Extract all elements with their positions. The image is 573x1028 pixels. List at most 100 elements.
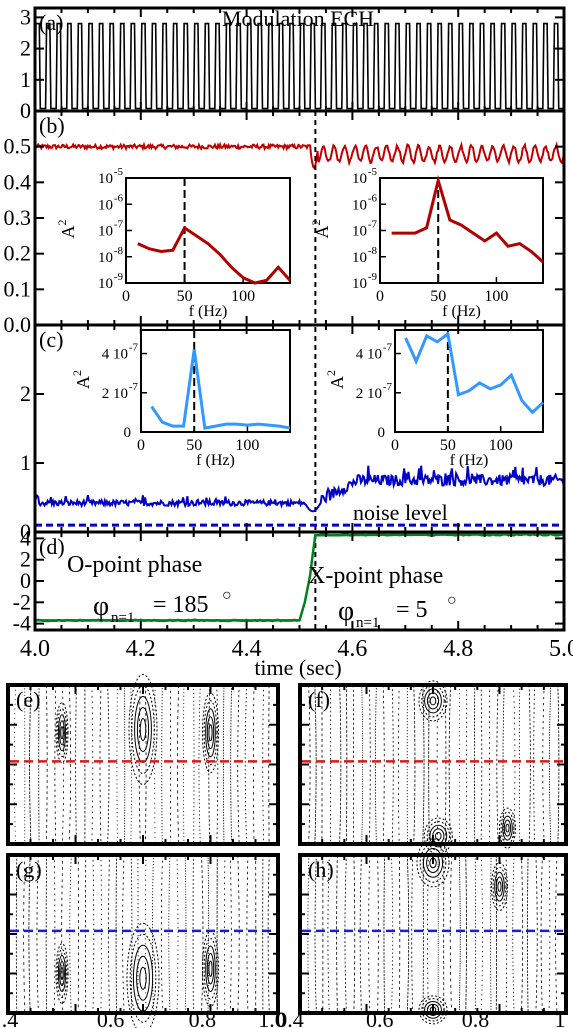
inset-y-label-text: A — [73, 376, 93, 389]
inset-y-tick-exp: -8 — [368, 245, 378, 257]
island-contour — [424, 1000, 442, 1019]
field-line — [46, 684, 48, 845]
inset-x-tick-label: 50 — [177, 288, 193, 305]
field-lines — [13, 684, 270, 845]
field-line — [481, 854, 483, 1014]
y-tick-label-b: 0.1 — [4, 276, 32, 301]
field-line — [152, 854, 154, 1014]
o-point-value: = 185 — [153, 592, 209, 618]
inset-y-label: A2 — [55, 220, 78, 239]
field-line — [246, 854, 249, 1014]
inset-y-tick-label: 10 — [98, 250, 113, 266]
field-line — [391, 684, 394, 845]
inset-y-tick-exp: -7 — [368, 219, 378, 231]
field-line — [237, 854, 240, 1014]
inset-y-label: A2 — [324, 370, 347, 389]
y-tick-label-b: 0.0 — [4, 312, 32, 337]
y-tick-label-c: 0 — [20, 519, 31, 544]
inset-y-tick-exp: -6 — [368, 192, 378, 204]
island-contour — [55, 943, 69, 1004]
island-contour — [491, 862, 508, 912]
field-line — [36, 854, 39, 1014]
field-lines — [307, 854, 558, 1014]
inset-series — [150, 349, 291, 430]
panel-label-g: (g) — [16, 857, 42, 882]
field-line — [361, 684, 364, 845]
island-contour — [206, 953, 215, 985]
island-contour — [503, 819, 512, 837]
inset-y-tick-label: 10 — [98, 276, 113, 292]
field-line — [198, 684, 201, 845]
field-line — [68, 684, 72, 845]
y-tick-label-c: 2 — [20, 381, 31, 406]
field-line — [542, 684, 545, 845]
field-line — [307, 854, 310, 1014]
field-line — [449, 854, 452, 1014]
field-line — [138, 684, 141, 845]
island-contour — [205, 945, 216, 993]
inset-frame — [140, 329, 291, 433]
y-tick-label-d: -2 — [13, 589, 31, 614]
field-line — [207, 854, 210, 1014]
field-line — [375, 684, 377, 845]
inset-y-tick-exp: -9 — [368, 271, 378, 283]
inset-series — [404, 331, 545, 415]
y-tick-label-d: 2 — [20, 547, 31, 572]
inset-x-label: f (Hz) — [196, 452, 235, 469]
field-line — [160, 854, 163, 1014]
bottom-right-tick-label: 0.8 — [462, 1007, 490, 1028]
field-line — [458, 854, 461, 1014]
inset-x-label: f (Hz) — [189, 303, 228, 320]
panel-d-plateau-high — [317, 532, 565, 537]
field-line — [549, 684, 552, 845]
field-line — [527, 854, 529, 1014]
field-line — [413, 684, 416, 845]
island-contour — [495, 876, 504, 897]
field-line — [230, 684, 232, 845]
island-contour — [208, 724, 213, 742]
island-contour — [128, 674, 158, 786]
panel-label-h: (h) — [308, 857, 334, 882]
island-contour — [60, 726, 64, 740]
panel-b-series — [34, 140, 565, 170]
islands — [416, 838, 508, 1025]
island-contour — [429, 824, 448, 848]
ech-square-wave — [34, 22, 564, 110]
field-line — [168, 854, 171, 1014]
island-contour — [423, 817, 453, 855]
inset-x-tick-label: 100 — [484, 288, 508, 305]
inset-y-tick-exp: -5 — [114, 166, 124, 178]
field-line — [75, 684, 77, 845]
inset-x-tick-label: 100 — [235, 437, 259, 454]
inset-x-tick-label: 0 — [391, 437, 399, 454]
inset-y-tick-exp: -5 — [368, 166, 378, 178]
bottom-left-tick-label: 0.8 — [189, 1007, 217, 1028]
panel-label-d: (d) — [39, 534, 65, 559]
bottom-left-tick-label: .4 — [2, 1007, 19, 1028]
field-line — [353, 854, 356, 1014]
field-line — [512, 854, 515, 1014]
noise-level-label: noise level — [353, 500, 448, 525]
islands — [418, 680, 516, 855]
field-line — [465, 854, 467, 1014]
field-line — [505, 854, 508, 1014]
island-contour — [57, 714, 67, 752]
o-point-sub: n=1 — [111, 610, 134, 626]
y-tick-label-a: 2 — [20, 36, 31, 61]
field-line — [428, 684, 430, 845]
field-line — [130, 854, 133, 1014]
field-line — [383, 854, 385, 1014]
x-point-degree: ○ — [447, 592, 457, 609]
inset-y-tick-label: 10 — [98, 171, 113, 187]
island-contour — [492, 866, 507, 907]
y-tick-label-b: 0.5 — [4, 134, 32, 159]
inset-x-tick-label: 100 — [489, 437, 513, 454]
field-line — [411, 854, 413, 1014]
field-line — [480, 684, 483, 845]
x-point-phi: φ — [338, 596, 354, 627]
inset-x-tick-label: 50 — [440, 437, 456, 454]
